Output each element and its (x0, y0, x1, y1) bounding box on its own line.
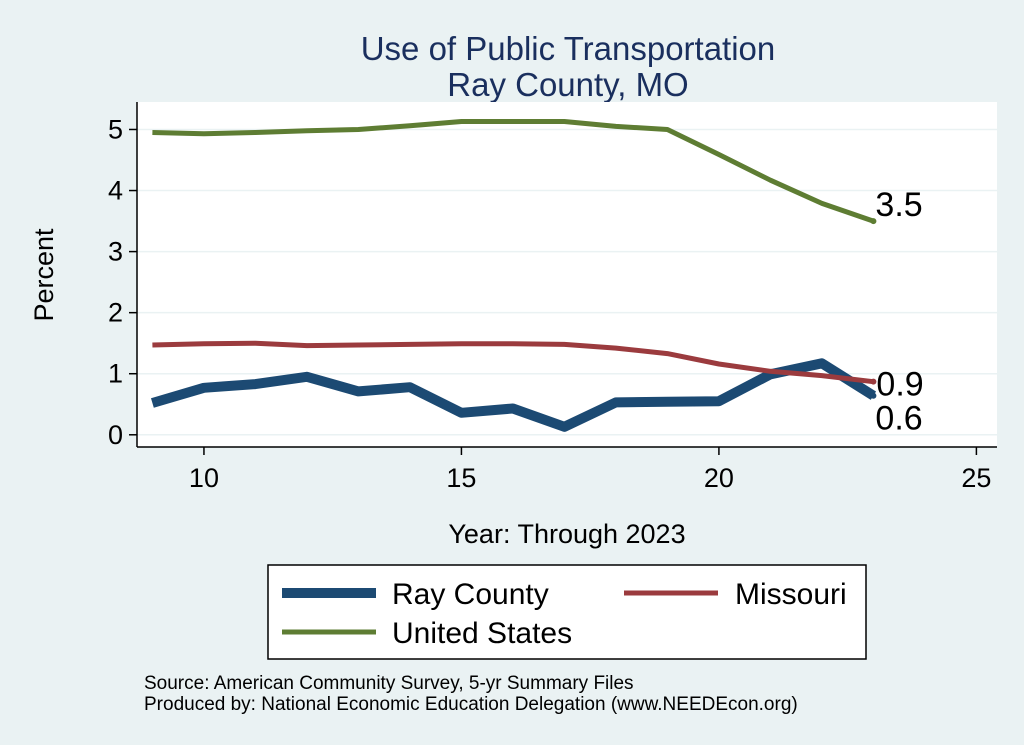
y-tick-label: 1 (108, 359, 123, 389)
end-labels: 0.60.9 3.5 (875, 186, 923, 438)
y-axis-label: Percent (29, 228, 59, 322)
end-point-united-states (870, 218, 877, 225)
y-tick-label: 5 (108, 114, 123, 144)
series-line-missouri (152, 340, 874, 385)
end-point-ray-county (870, 392, 877, 399)
y-tick-label: 0 (108, 420, 123, 450)
series-lines (150, 119, 877, 432)
grid-lines (137, 128, 997, 436)
x-tick-label: 15 (446, 463, 476, 493)
producer-note: Produced by: National Economic Education… (144, 694, 798, 715)
x-tick-label: 20 (704, 463, 734, 493)
chart-subtitle: Ray County, MO (447, 66, 688, 103)
end-label-ray-county: 0.6 (875, 400, 922, 438)
end-label-missouri: 0.9 (876, 366, 923, 404)
legend: Ray County Missouri United States (267, 564, 867, 660)
axes: 0 1 2 3 4 5 10 15 20 25 (108, 102, 997, 493)
end-point-missouri (870, 378, 877, 385)
y-tick-label: 2 (108, 298, 123, 328)
y-tick-label: 4 (108, 176, 123, 206)
chart-title: Use of Public Transportation (361, 30, 776, 67)
end-label-united-states: 3.5 (875, 186, 922, 224)
x-tick-label: 10 (189, 463, 219, 493)
legend-label-united-states: United States (392, 617, 572, 650)
legend-label-ray-county: Ray County (392, 578, 549, 611)
series-line-ray-county (150, 358, 877, 432)
series-line-united-states (152, 119, 875, 224)
legend-box (267, 564, 867, 660)
y-tick-label: 3 (108, 237, 123, 267)
x-axis-label: Year: Through 2023 (448, 519, 685, 549)
source-note: Source: American Community Survey, 5-yr … (144, 673, 634, 694)
plot-area (137, 102, 997, 447)
legend-label-missouri: Missouri (735, 578, 847, 611)
x-tick-label: 25 (961, 463, 991, 493)
